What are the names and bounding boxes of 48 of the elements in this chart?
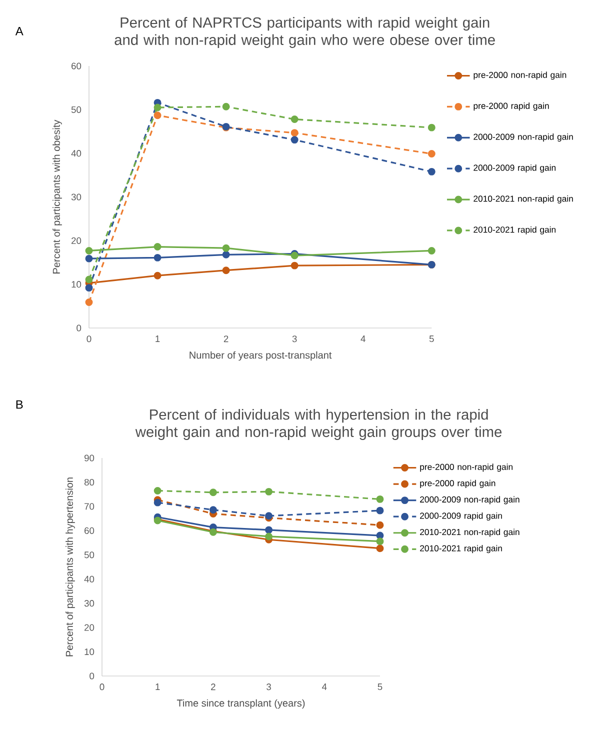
text: B [16, 400, 23, 409]
y-tick-label: 30 [72, 194, 82, 200]
x-axis-title: Time since transplant (years) [177, 699, 305, 709]
y-tick-label: 0 [90, 672, 94, 680]
x-tick-label: 3 [266, 684, 272, 690]
y-tick-label: 70 [84, 503, 94, 510]
legend-label: 2010-2021 non-rapid gain [420, 528, 520, 537]
y-tick-label: 10 [84, 648, 94, 656]
y-tick-label: 50 [84, 552, 94, 558]
x-tick-label: 2 [211, 684, 216, 690]
x-tick-label: 0 [100, 684, 104, 690]
chart-title: Percent of individuals with hypertension in the rapid weight gain and non-rapid weight gain groups over time [136, 408, 502, 440]
y-tick-label: 0 [76, 324, 82, 332]
chart-title: Percent of NAPRTCS participants with rapid weight gain and with non-rapid weight gain who were obese over time [114, 16, 496, 48]
y-tick-label: 40 [71, 150, 82, 157]
y-tick-label: 20 [84, 624, 94, 631]
x-tick-label: 4 [322, 684, 327, 690]
x-tick-label: 1 [156, 336, 160, 342]
legend-label: 2010-2021 rapid gain [420, 545, 502, 554]
y-tick-label: 90 [84, 454, 94, 462]
legend-label: pre-2000 non-rapid gain [474, 72, 566, 80]
y-tick-label: 60 [84, 527, 94, 534]
y-tick-label: 60 [72, 62, 82, 70]
x-tick-label: 4 [360, 336, 366, 342]
legend-label: 2010-2021 non-rapid gain [474, 195, 574, 204]
y-tick-label: 80 [84, 478, 94, 486]
legend-label: pre-2000 non-rapid gain [420, 464, 513, 472]
x-axis-title: Number of years post-transplant [190, 351, 332, 361]
legend-label: 2000-2009 rapid gain [474, 164, 556, 173]
legend-label: pre-2000 rapid gain [474, 102, 549, 111]
legend-label: 2000-2009 non-rapid gain [474, 134, 574, 142]
legend-label: pre-2000 rapid gain [420, 480, 496, 488]
x-tick-label: 3 [292, 336, 297, 342]
y-tick-label: 10 [72, 281, 82, 288]
x-tick-label: 1 [156, 684, 160, 690]
y-axis-title: Percent of participants with obesity [52, 120, 62, 274]
legend-label: 2010-2021 rapid gain [474, 226, 556, 234]
legend-label: 2000-2009 rapid gain [420, 512, 502, 521]
y-axis-title: Percent of participants with hypertension [66, 478, 76, 656]
x-tick-label: 5 [378, 684, 382, 690]
y-tick-label: 50 [72, 106, 82, 113]
y-tick-label: 40 [84, 576, 94, 582]
legend-label: 2000-2009 non-rapid gain [420, 496, 520, 504]
text: A [16, 27, 24, 36]
y-tick-label: 30 [84, 600, 94, 607]
x-tick-label: 5 [430, 336, 434, 342]
y-tick-label: 20 [72, 237, 82, 244]
x-tick-label: 2 [224, 336, 228, 342]
